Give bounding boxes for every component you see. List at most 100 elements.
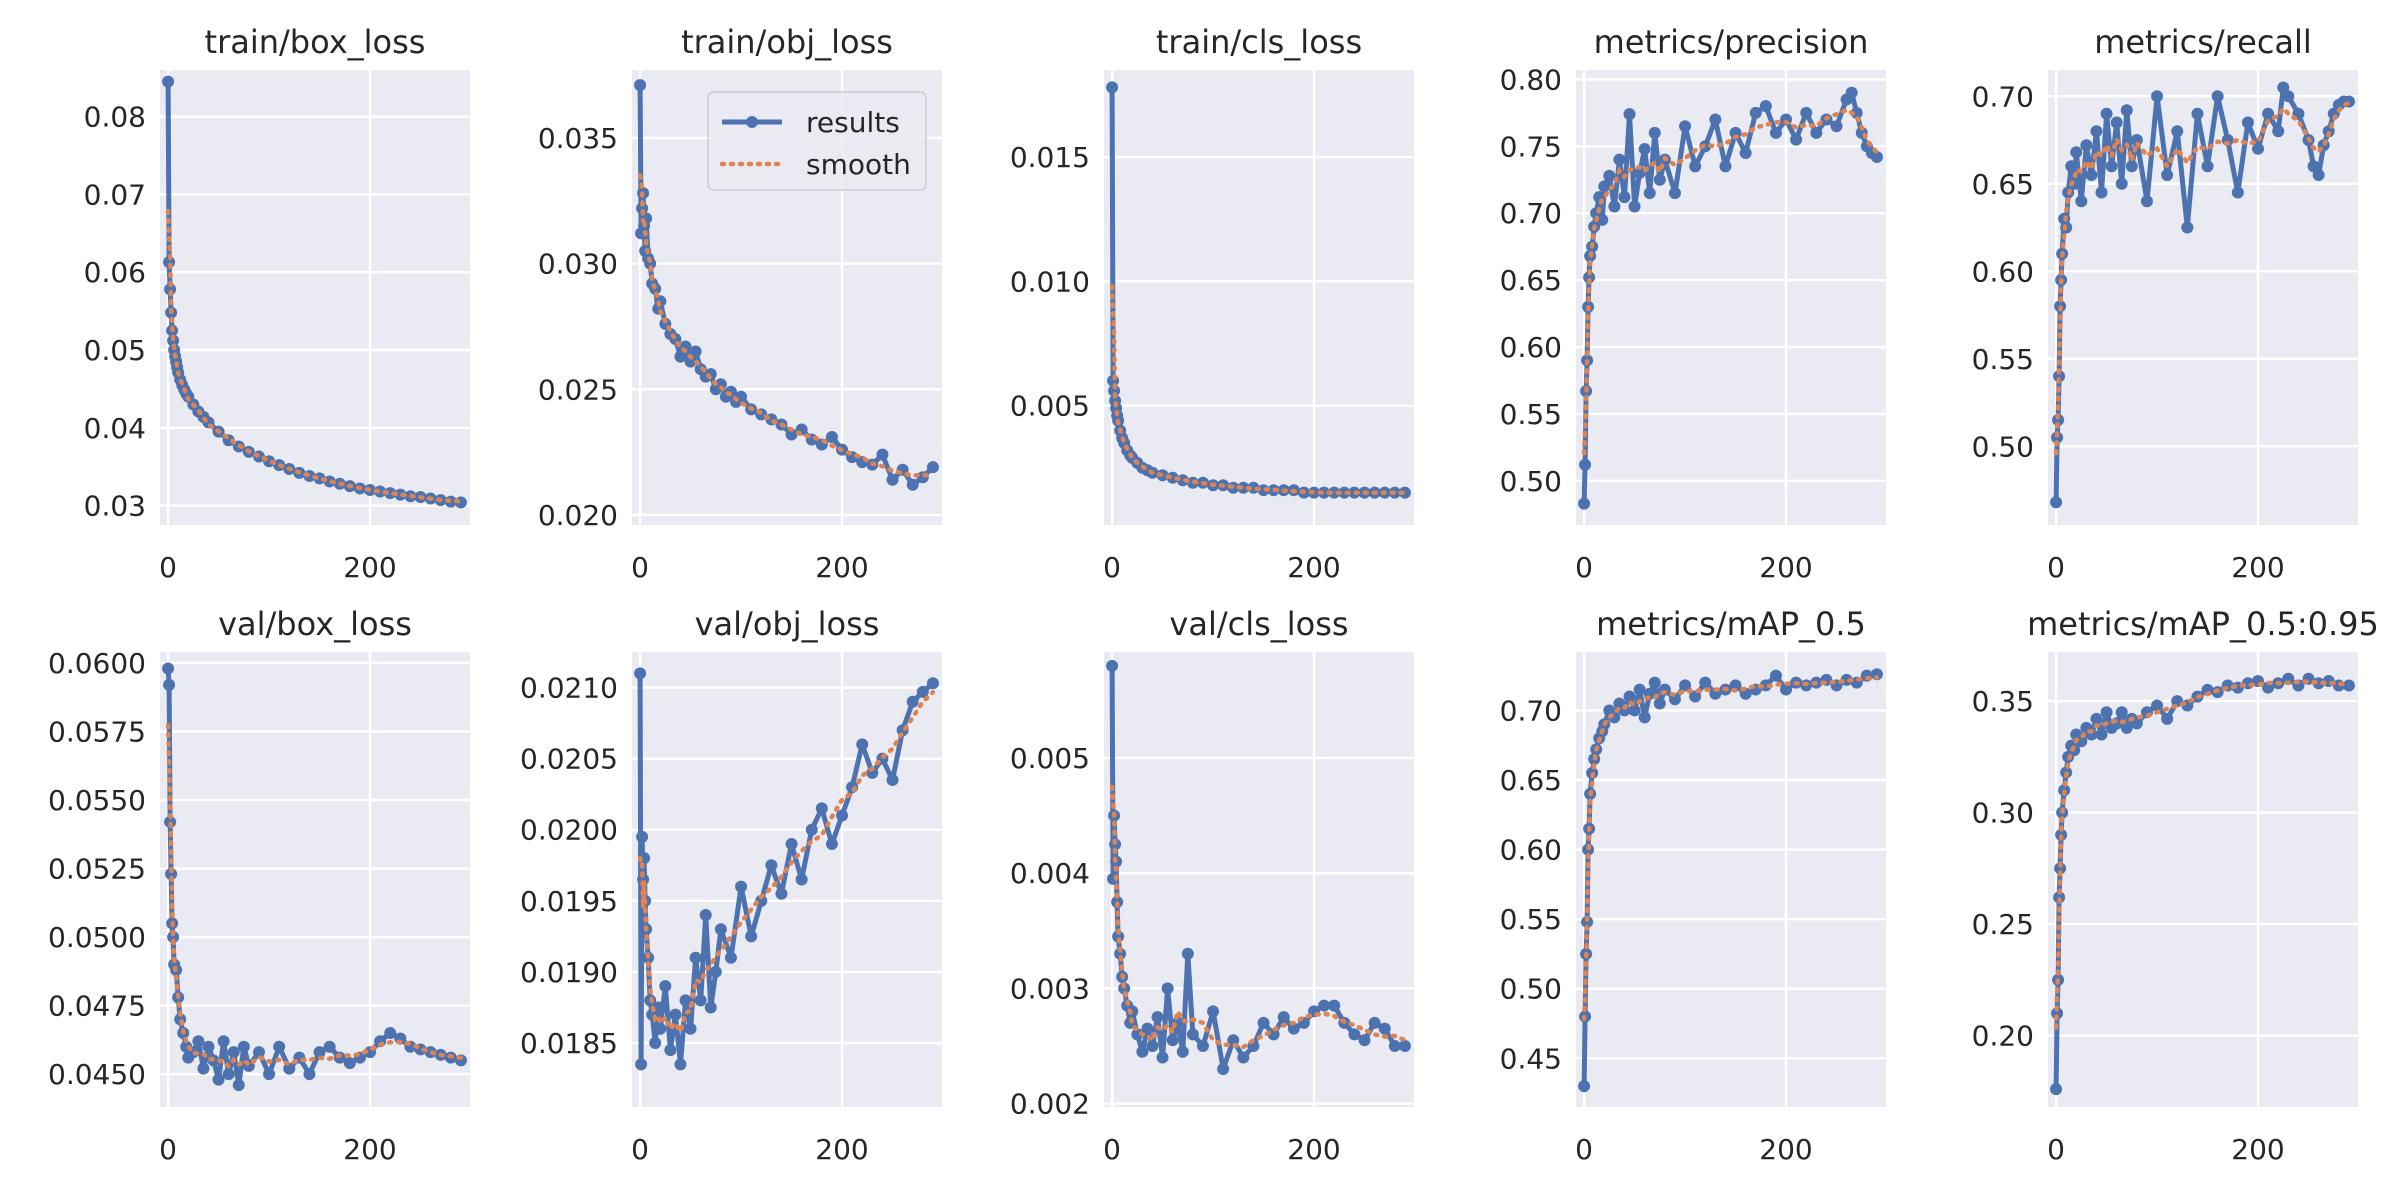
data-point xyxy=(1114,947,1127,960)
data-point xyxy=(2241,116,2254,129)
x-tick-label: 0 xyxy=(2047,551,2065,584)
legend-smooth-label: smooth xyxy=(806,148,911,181)
y-tick-label: 0.015 xyxy=(1010,141,1090,174)
smooth-line xyxy=(1581,675,1880,1022)
data-point xyxy=(694,994,707,1007)
data-point xyxy=(2095,728,2108,741)
data-point xyxy=(1845,86,1858,99)
data-point xyxy=(1151,1011,1164,1024)
x-tick-label: 0 xyxy=(631,551,649,584)
data-point xyxy=(634,667,647,680)
data-point xyxy=(709,965,722,978)
data-point xyxy=(2051,1007,2064,1020)
data-point xyxy=(2090,125,2103,138)
data-point xyxy=(886,773,899,786)
data-point xyxy=(1870,150,1883,163)
data-point xyxy=(1790,133,1803,146)
data-point xyxy=(674,350,687,363)
data-point xyxy=(1800,106,1813,119)
data-point xyxy=(1579,458,1592,471)
data-point xyxy=(1578,1080,1591,1093)
legend-results-label: results xyxy=(806,106,900,139)
data-point xyxy=(1136,1045,1149,1058)
y-tick-label: 0.003 xyxy=(1010,972,1090,1005)
data-point xyxy=(926,677,939,690)
data-point xyxy=(2342,679,2355,692)
data-point xyxy=(1628,704,1641,717)
data-point xyxy=(2115,706,2128,719)
y-tick-label: 0.60 xyxy=(1500,834,1562,867)
data-point xyxy=(1267,1028,1280,1041)
data-point xyxy=(635,1058,648,1071)
y-tick-label: 0.0500 xyxy=(48,921,146,954)
data-point xyxy=(679,994,692,1007)
data-point xyxy=(1739,146,1752,159)
data-point xyxy=(674,1058,687,1071)
x-tick-label: 0 xyxy=(631,1133,649,1166)
subplot-title: metrics/mAP_0.5 xyxy=(1596,605,1866,643)
data-point xyxy=(825,431,838,444)
data-point xyxy=(684,1022,697,1035)
data-point xyxy=(2312,169,2325,181)
data-point xyxy=(785,428,798,441)
y-tick-label: 0.0525 xyxy=(48,853,146,886)
subplot-title: metrics/precision xyxy=(1594,23,1869,61)
y-tick-label: 0.25 xyxy=(1972,908,2034,941)
y-tick-label: 0.005 xyxy=(1010,742,1090,775)
data-point xyxy=(1633,683,1646,696)
subplot-train-cls-loss: 0.005 0.010 0.015 0 200 train/cls_loss xyxy=(1010,23,1414,584)
data-point xyxy=(724,951,737,964)
y-tick-label: 0.70 xyxy=(1972,80,2034,113)
subplot-title: train/box_loss xyxy=(205,23,426,61)
y-tick-label: 0.60 xyxy=(1972,255,2034,288)
y-tick-label: 0.002 xyxy=(1010,1088,1090,1121)
data-point xyxy=(1106,81,1119,94)
smooth-line xyxy=(637,690,936,1038)
y-tick-label: 0.0450 xyxy=(48,1058,146,1091)
data-point xyxy=(1348,1028,1361,1041)
subplot-title: train/obj_loss xyxy=(681,23,893,61)
data-point xyxy=(825,837,838,850)
data-point xyxy=(689,345,702,358)
y-tick-label: 0.60 xyxy=(1500,331,1562,364)
data-point xyxy=(1689,160,1702,173)
plot-area xyxy=(1576,70,1886,525)
data-point xyxy=(1237,481,1250,494)
data-point xyxy=(1583,271,1596,284)
smooth-line xyxy=(1109,784,1408,1050)
x-tick-label: 0 xyxy=(2047,1133,2065,1166)
data-point xyxy=(2252,142,2265,155)
data-point xyxy=(1328,486,1341,499)
y-tick-label: 0.50 xyxy=(1972,430,2034,463)
data-point xyxy=(634,79,647,92)
data-point xyxy=(1653,697,1666,710)
data-point xyxy=(2151,699,2164,712)
data-point xyxy=(1769,126,1782,139)
data-point xyxy=(669,1008,682,1021)
y-tick-label: 0.50 xyxy=(1500,465,1562,498)
data-point xyxy=(1608,200,1621,213)
y-tick-label: 0.55 xyxy=(1500,398,1562,431)
data-point xyxy=(2140,195,2153,208)
series-layer xyxy=(2050,672,2355,1096)
data-point xyxy=(1870,668,1883,681)
x-tick-label: 200 xyxy=(1759,551,1812,584)
y-tick-label: 0.020 xyxy=(538,499,618,532)
x-tick-label: 0 xyxy=(159,551,177,584)
data-point xyxy=(1358,1034,1371,1047)
data-point xyxy=(2095,186,2108,199)
data-point xyxy=(1699,676,1712,689)
data-point xyxy=(2050,1083,2063,1096)
data-point xyxy=(1287,1022,1300,1035)
data-point xyxy=(1749,106,1762,119)
data-point xyxy=(303,1068,316,1081)
data-point xyxy=(1679,120,1692,133)
y-tick-label: 0.65 xyxy=(1500,764,1562,797)
data-point xyxy=(1623,108,1636,121)
smooth-line xyxy=(1109,284,1408,495)
legend: results smooth xyxy=(707,91,927,191)
data-point xyxy=(2181,221,2194,234)
data-point xyxy=(689,951,702,964)
data-point xyxy=(2090,712,2103,725)
data-point xyxy=(1207,1005,1220,1018)
